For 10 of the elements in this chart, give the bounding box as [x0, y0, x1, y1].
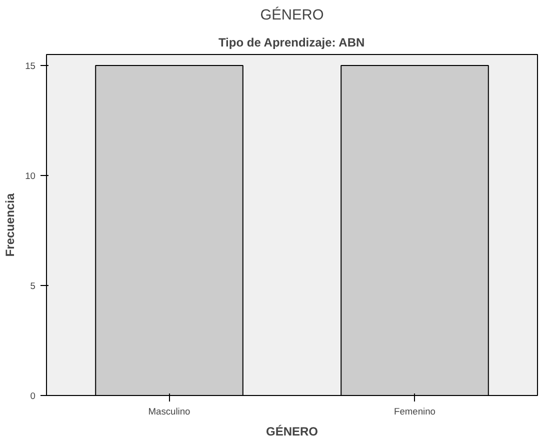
x-axis-title: GÉNERO [266, 424, 318, 438]
y-tick-label: 10 [25, 171, 36, 181]
chart-subtitle: Tipo de Aprendizaje: ABN [218, 36, 365, 50]
chart-title: GÉNERO [260, 6, 324, 24]
y-tick-label: 0 [30, 391, 36, 401]
y-tick-label: 15 [25, 61, 36, 71]
x-tick-label: Femenino [394, 406, 436, 416]
y-tick-label: 5 [30, 281, 36, 291]
y-axis-title: Frecuencia [3, 192, 18, 257]
x-tick-label: Masculino [148, 406, 190, 416]
